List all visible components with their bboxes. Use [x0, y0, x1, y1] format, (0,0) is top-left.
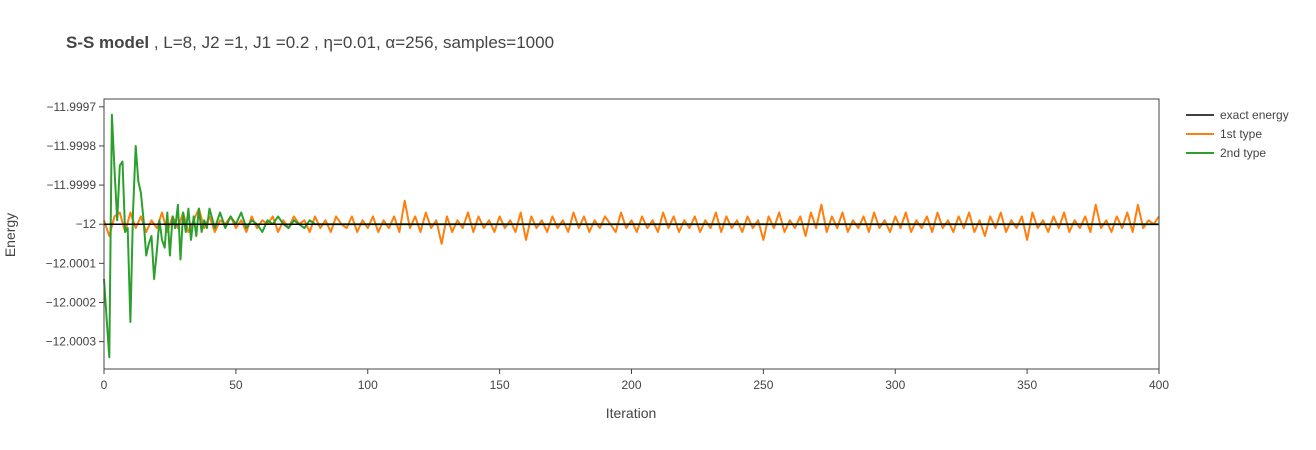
y-tick-label: −12.0003	[46, 335, 97, 349]
series-layer	[103, 113, 1160, 359]
y-tick-label: −12	[76, 217, 97, 231]
x-axis-label: Iteration	[606, 405, 657, 421]
legend: exact energy 1st type 2nd type	[1186, 108, 1289, 160]
plot-frame	[103, 98, 1160, 370]
y-axis-label: Energy	[2, 213, 18, 257]
chart-title-bold: S-S model	[66, 33, 150, 52]
ticks-layer: 0 50 100 150 200 250 300 350 400 −11.9997 −11.9998…	[46, 100, 1170, 392]
y-tick-label: −12.0002	[46, 295, 97, 309]
x-tick-label: 350	[1017, 378, 1037, 392]
chart-title: S-S model , L=8, J2 =1, J1 =0.2 , η=0.01…	[66, 33, 554, 53]
y-tick-label: −11.9998	[47, 139, 97, 153]
x-tick-label: 100	[358, 378, 378, 392]
y-tick-label: −12.0001	[46, 256, 97, 270]
legend-label: exact energy	[1220, 108, 1289, 122]
x-tick-label: 300	[885, 378, 905, 392]
x-tick-label: 150	[490, 378, 510, 392]
legend-label: 1st type	[1220, 127, 1262, 141]
series-line-1st-type	[103, 199, 1160, 245]
chart-title-rest: , L=8, J2 =1, J1 =0.2 , η=0.01, α=256, s…	[149, 33, 555, 52]
x-tick-label: 250	[753, 378, 773, 392]
x-tick-label: 50	[229, 378, 243, 392]
legend-label: 2nd type	[1220, 146, 1266, 160]
series-line-2nd-type	[103, 113, 1159, 359]
x-tick-label: 400	[1149, 378, 1169, 392]
x-tick-label: 0	[101, 378, 108, 392]
y-tick-label: −11.9997	[47, 100, 97, 114]
y-tick-label: −11.9999	[47, 178, 97, 192]
x-tick-label: 200	[621, 378, 641, 392]
